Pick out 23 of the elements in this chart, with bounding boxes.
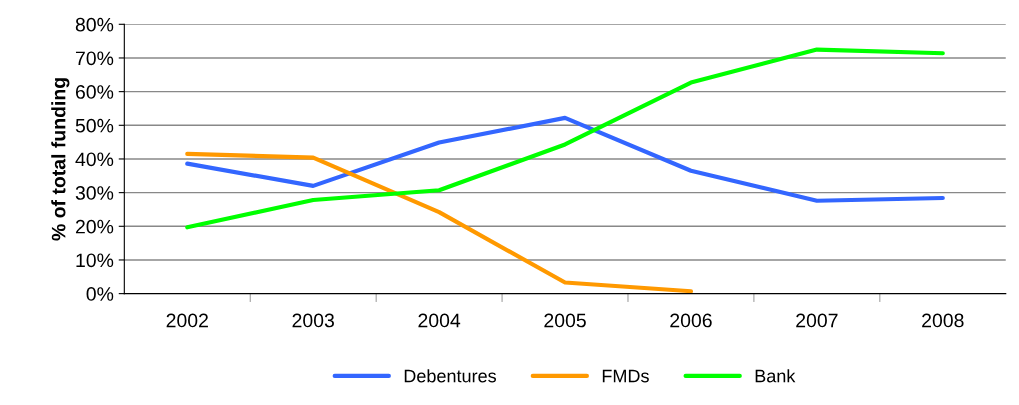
y-axis-title: % of total funding [51, 78, 70, 241]
legend-label: Debentures [404, 369, 496, 383]
x-tick-label: 2006 [670, 313, 712, 328]
y-tick-label: 40% [75, 152, 114, 167]
x-tick-label: 2004 [418, 313, 461, 328]
x-tick-label: 2007 [796, 313, 838, 328]
legend-label: Bank [755, 369, 796, 383]
x-tick-label: 2003 [292, 313, 334, 328]
x-tick-label: 2002 [166, 313, 208, 328]
line-series [185, 47, 945, 230]
y-tick-label: 10% [76, 253, 114, 268]
line-series [185, 115, 945, 203]
y-tick-label: 60% [75, 85, 114, 99]
y-tick-label: 30% [75, 186, 114, 200]
y-tick-label: 50% [75, 118, 114, 133]
line-series [185, 151, 694, 294]
y-tick-label: 70% [75, 51, 114, 66]
legend-label: FMDs [602, 369, 649, 383]
x-tick-label: 2005 [544, 313, 586, 328]
x-tick-label: 2008 [922, 313, 964, 328]
y-tick-label: 0% [86, 287, 114, 301]
y-tick-label: 80% [75, 17, 114, 32]
y-tick-label: 20% [75, 219, 114, 234]
